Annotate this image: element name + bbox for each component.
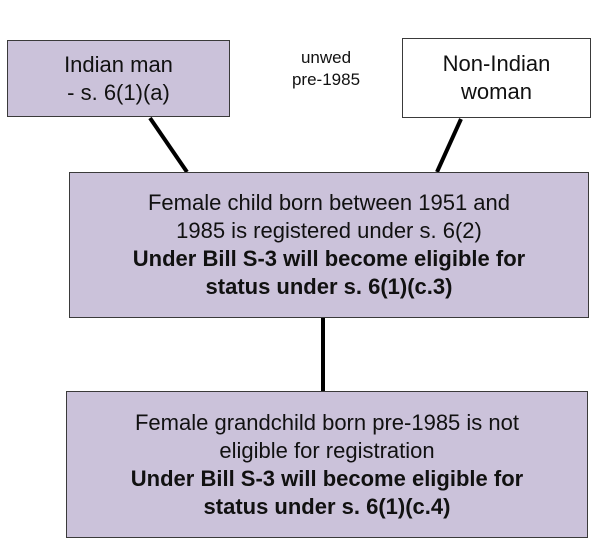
female-child-box: Female child born between 1951 and 1985 … — [69, 172, 589, 318]
child-bill-line1: Under Bill S-3 will become eligible for — [132, 246, 526, 271]
indian-man-box: Indian man - s. 6(1)(a) — [7, 40, 230, 117]
non-indian-woman-box: Non-Indian woman — [402, 38, 591, 118]
child-text-line1: Female child born between 1951 and — [147, 190, 511, 215]
mother-to-child-connector — [435, 118, 463, 173]
indian-man-label: Indian man — [64, 51, 173, 77]
union-status: unwed — [300, 48, 352, 67]
father-to-child-connector — [148, 116, 189, 174]
child-text-line2: 1985 is registered under s. 6(2) — [176, 218, 482, 243]
grandchild-text-line2: eligible for registration — [219, 437, 435, 463]
grandchild-bill-line1: Under Bill S-3 will become eligible for — [130, 465, 524, 491]
female-grandchild-box: Female grandchild born pre-1985 is not e… — [66, 391, 588, 538]
grandchild-text-line1: Female grandchild born pre-1985 is not — [134, 409, 519, 435]
grandchild-bill-line2: status under s. 6(1)(c.4) — [203, 493, 451, 519]
non-indian-woman-label-line2: woman — [461, 79, 532, 104]
union-label: unwed pre-1985 — [270, 47, 382, 91]
indian-man-section: - s. 6(1)(a) — [67, 79, 170, 105]
child-bill-line2: status under s. 6(1)(c.3) — [205, 274, 453, 299]
union-date: pre-1985 — [291, 70, 361, 89]
non-indian-woman-label-line1: Non-Indian — [442, 51, 551, 76]
